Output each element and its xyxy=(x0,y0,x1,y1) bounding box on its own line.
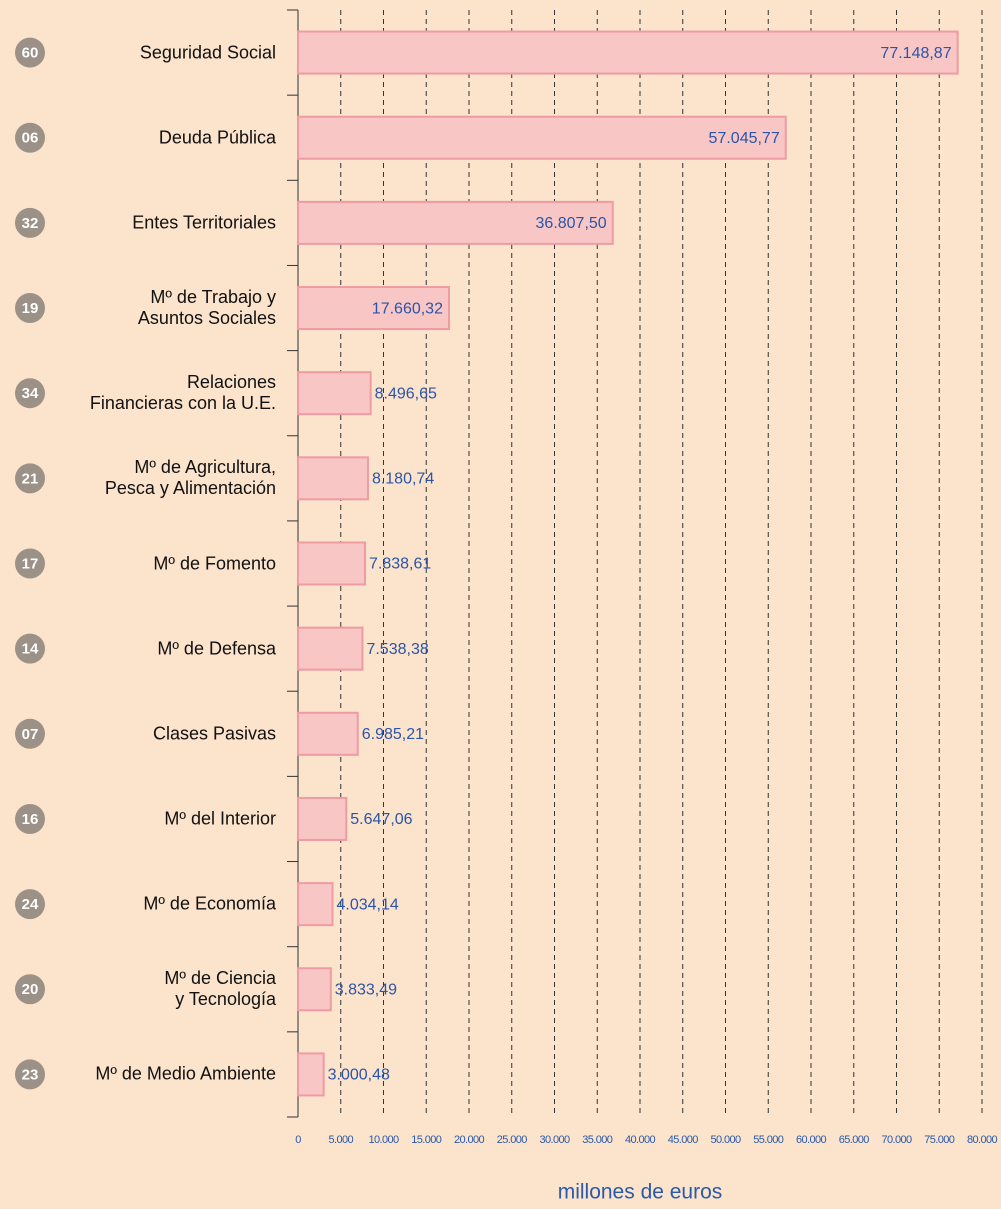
category-label: Mº de Economía xyxy=(143,893,276,914)
code-badge xyxy=(15,889,45,920)
data-label: 3.833,49 xyxy=(335,981,397,998)
x-tick-label: 40.000 xyxy=(625,1134,656,1146)
x-tick-label: 20.000 xyxy=(454,1134,485,1146)
data-label: 3.000,48 xyxy=(328,1067,390,1084)
data-label: 7.538,38 xyxy=(366,641,428,658)
bar xyxy=(297,796,348,841)
code-badge xyxy=(15,207,45,238)
code-label: 34 xyxy=(22,385,39,402)
code-badge xyxy=(15,122,45,153)
code-label: 20 xyxy=(22,981,39,998)
code-label: 24 xyxy=(22,896,39,913)
data-label: 8.496,65 xyxy=(375,385,437,402)
code-label: 32 xyxy=(22,215,39,232)
x-tick-label: 55.000 xyxy=(753,1134,784,1146)
category-label: Mº de Trabajo y Asuntos Sociales xyxy=(137,287,276,329)
x-tick-label: 80.000 xyxy=(967,1134,998,1146)
code-label: 21 xyxy=(22,470,39,487)
bar xyxy=(297,456,369,501)
code-badge xyxy=(15,463,45,494)
code-badge xyxy=(15,378,45,409)
category-label: Mº de Medio Ambiente xyxy=(95,1063,276,1084)
code-badge xyxy=(15,548,45,579)
bar xyxy=(297,711,359,756)
data-label: 6.985,21 xyxy=(362,726,424,743)
x-tick-label: 60.000 xyxy=(796,1134,827,1146)
data-label: 57.045,77 xyxy=(709,130,780,147)
x-tick-label: 35.000 xyxy=(582,1134,613,1146)
code-label: 16 xyxy=(22,811,39,828)
code-badge xyxy=(15,1059,45,1090)
code-label: 07 xyxy=(22,726,39,743)
code-label: 19 xyxy=(22,300,39,317)
code-badge xyxy=(15,974,45,1005)
category-label: Deuda Pública xyxy=(158,127,276,148)
category-label: Mº de Ciencia y Tecnología xyxy=(164,968,276,1010)
category-label: Seguridad Social xyxy=(139,42,276,63)
bar xyxy=(297,967,332,1012)
x-tick-label: 65.000 xyxy=(839,1134,870,1146)
data-label: 5.647,06 xyxy=(350,811,412,828)
category-label: Mº de Fomento xyxy=(153,553,276,573)
category-label: Clases Pasivas xyxy=(152,723,276,744)
code-badge xyxy=(15,803,45,834)
category-label: Relaciones Financieras con la U.E. xyxy=(89,372,276,414)
data-label: 8.180,74 xyxy=(372,471,434,488)
x-axis-label: millones de euros xyxy=(558,1181,723,1204)
code-label: 17 xyxy=(22,555,39,572)
code-badge xyxy=(15,293,45,324)
data-label: 7.838,61 xyxy=(369,556,431,573)
x-tick-label: 70.000 xyxy=(881,1134,912,1146)
x-tick-label: 5.000 xyxy=(328,1134,353,1146)
bar xyxy=(297,882,334,927)
code-badge xyxy=(15,37,45,68)
bar xyxy=(297,115,787,160)
category-label: Entes Territoriales xyxy=(132,212,276,233)
data-label: 77.148,87 xyxy=(880,45,951,62)
code-label: 60 xyxy=(22,45,39,62)
bar xyxy=(297,1052,325,1097)
bar xyxy=(297,286,450,331)
x-tick-label: 75.000 xyxy=(924,1134,955,1146)
category-label: Mº del Interior xyxy=(164,808,276,829)
code-label: 14 xyxy=(22,641,39,658)
data-label: 4.034,14 xyxy=(336,896,398,913)
code-label: 23 xyxy=(22,1066,39,1083)
category-label: Mº de Defensa xyxy=(157,638,276,659)
x-tick-label: 25.000 xyxy=(497,1134,528,1146)
bar xyxy=(297,371,372,416)
x-tick-label: 15.000 xyxy=(411,1134,442,1146)
code-badge xyxy=(15,633,45,664)
x-tick-label: 30.000 xyxy=(539,1134,570,1146)
bar xyxy=(297,200,614,245)
x-tick-label: 45.000 xyxy=(668,1134,699,1146)
data-label: 17.660,32 xyxy=(372,300,443,317)
bar xyxy=(297,30,959,75)
code-badge xyxy=(15,718,45,749)
data-label: 36.807,50 xyxy=(536,215,607,232)
x-tick-label: 10.000 xyxy=(368,1134,399,1146)
bar xyxy=(297,541,367,586)
bar xyxy=(297,626,364,671)
x-tick-label: 50.000 xyxy=(710,1134,741,1146)
category-label: Mº de Agricultura, Pesca y Alimentación xyxy=(104,457,276,499)
x-tick-label: 0 xyxy=(295,1134,301,1146)
code-label: 06 xyxy=(22,130,39,147)
